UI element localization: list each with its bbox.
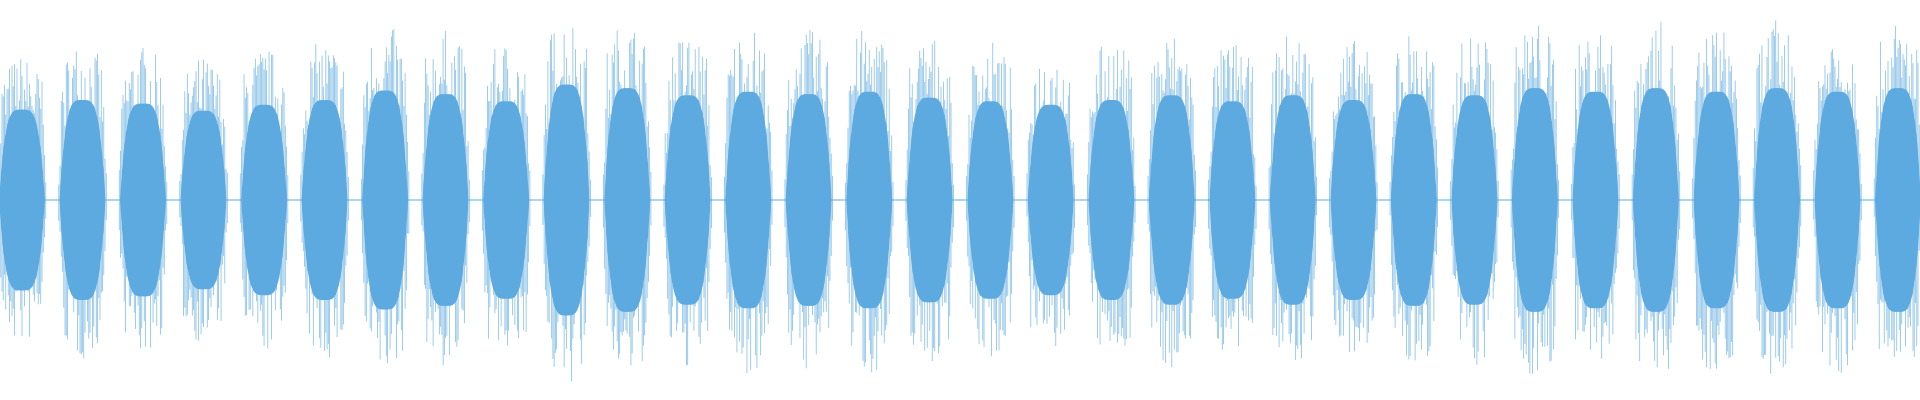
waveform-core bbox=[1088, 100, 1135, 300]
waveform-core bbox=[725, 91, 772, 309]
waveform-core bbox=[846, 91, 893, 309]
waveform-core bbox=[1814, 91, 1861, 309]
waveform-core bbox=[483, 101, 530, 299]
waveform-core bbox=[785, 94, 832, 306]
waveform-core bbox=[59, 100, 106, 300]
waveform-core bbox=[1269, 95, 1316, 305]
waveform-core bbox=[180, 110, 227, 290]
waveform-core bbox=[1148, 95, 1195, 305]
waveform-core bbox=[1572, 91, 1619, 309]
waveform-core bbox=[1451, 95, 1498, 305]
waveform-core bbox=[120, 103, 166, 297]
waveform-core bbox=[604, 88, 651, 312]
waveform-core bbox=[1693, 91, 1740, 309]
waveform-core bbox=[1632, 88, 1679, 312]
waveform-core bbox=[543, 84, 590, 316]
waveform-core bbox=[1209, 101, 1256, 299]
waveform-core bbox=[301, 100, 348, 300]
waveform-core bbox=[0, 109, 45, 291]
waveform-core bbox=[1027, 104, 1074, 296]
waveform-core bbox=[664, 95, 711, 305]
waveform-core bbox=[362, 90, 409, 310]
waveform-core bbox=[422, 94, 469, 306]
waveform-core bbox=[967, 101, 1014, 299]
waveform-core bbox=[1330, 100, 1377, 300]
waveform-core bbox=[1511, 88, 1558, 312]
waveform-core bbox=[1754, 88, 1800, 312]
waveform-core bbox=[1390, 94, 1437, 306]
waveform-core bbox=[906, 97, 953, 303]
waveform-core bbox=[241, 104, 288, 296]
waveform-core bbox=[1875, 88, 1920, 312]
